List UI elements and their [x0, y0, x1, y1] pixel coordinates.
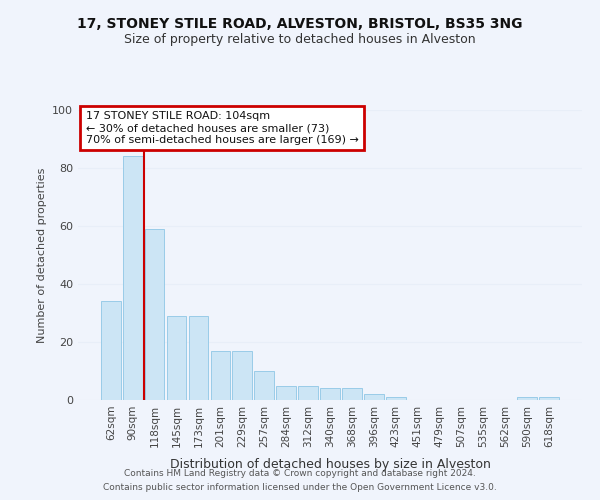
Bar [320, 388, 340, 400]
Text: Contains HM Land Registry data © Crown copyright and database right 2024.: Contains HM Land Registry data © Crown c… [124, 468, 476, 477]
Bar [145, 229, 164, 400]
Bar [254, 371, 274, 400]
Text: Size of property relative to detached houses in Alveston: Size of property relative to detached ho… [124, 32, 476, 46]
Bar [101, 302, 121, 400]
Bar [188, 316, 208, 400]
Bar [517, 397, 537, 400]
Bar [232, 350, 252, 400]
Bar [298, 386, 318, 400]
Bar [167, 316, 187, 400]
Text: 17, STONEY STILE ROAD, ALVESTON, BRISTOL, BS35 3NG: 17, STONEY STILE ROAD, ALVESTON, BRISTOL… [77, 18, 523, 32]
X-axis label: Distribution of detached houses by size in Alveston: Distribution of detached houses by size … [170, 458, 490, 471]
Bar [123, 156, 143, 400]
Text: Contains public sector information licensed under the Open Government Licence v3: Contains public sector information licen… [103, 484, 497, 492]
Bar [211, 350, 230, 400]
Bar [386, 397, 406, 400]
Bar [342, 388, 362, 400]
Text: 17 STONEY STILE ROAD: 104sqm
← 30% of detached houses are smaller (73)
70% of se: 17 STONEY STILE ROAD: 104sqm ← 30% of de… [86, 112, 358, 144]
Bar [539, 397, 559, 400]
Bar [276, 386, 296, 400]
Y-axis label: Number of detached properties: Number of detached properties [37, 168, 47, 342]
Bar [364, 394, 384, 400]
